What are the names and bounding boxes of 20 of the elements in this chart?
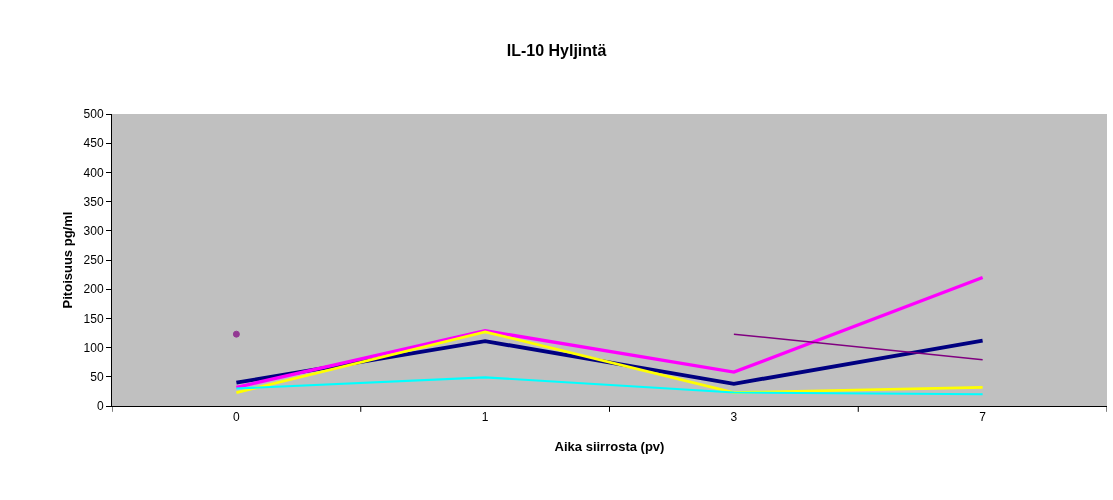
y-tick-label: 300 — [83, 224, 104, 238]
x-tick-label: 0 — [233, 410, 241, 425]
y-tick-label: 350 — [83, 194, 104, 209]
line-series — [235, 376, 984, 396]
y-tick-label: 500 — [83, 107, 104, 122]
y-tick-label: 400 — [83, 165, 104, 180]
y-tick-label: 100 — [83, 340, 104, 355]
y-tick-label: 50 — [90, 370, 104, 384]
y-tick-label: 0 — [96, 399, 104, 414]
y-axis-title: Pitoisuus pg/ml — [59, 211, 75, 309]
x-axis-title: Aika siirrosta (pv) — [554, 439, 665, 454]
y-tick-label: 150 — [83, 311, 104, 326]
x-tick-label: 1 — [481, 410, 489, 425]
y-tick-label: 250 — [83, 253, 104, 268]
y-tick-label: 450 — [83, 136, 104, 151]
x-tick-label: 3 — [730, 410, 738, 425]
chart-title: IL-10 Hyljintä — [506, 41, 607, 59]
line-series — [234, 275, 985, 389]
y-tick-label: 200 — [83, 282, 104, 297]
x-tick-label: 7 — [979, 410, 987, 425]
